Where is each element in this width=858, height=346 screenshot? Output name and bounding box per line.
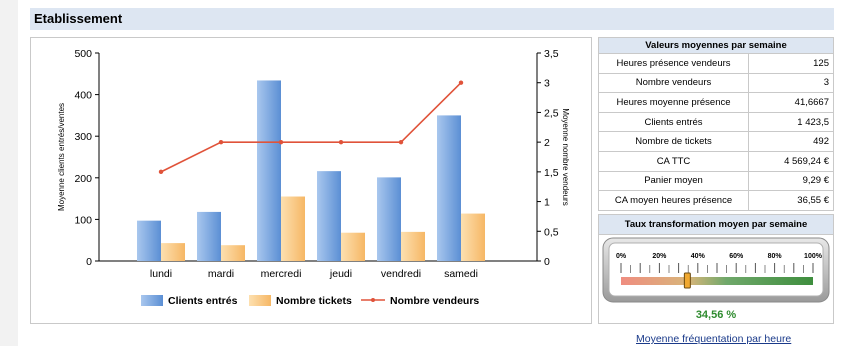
x-tick-label: mardi (208, 268, 234, 280)
y-tick-label: 400 (74, 90, 92, 102)
hourly-frequency-link[interactable]: Moyenne fréquentation par heure (636, 333, 792, 345)
section-title: Etablissement (30, 8, 834, 30)
gauge-face (608, 242, 824, 297)
line-point (398, 139, 404, 145)
bar-nombre-tickets (341, 232, 365, 261)
transformation-gauge: 0% 20% 40% 60% 80% 100% (602, 237, 830, 303)
bar-nombre-tickets (221, 245, 245, 261)
line-point (338, 139, 344, 145)
bar-nombre-tickets (401, 231, 425, 261)
stats-row: Clients entrés 1 423,5 (598, 111, 834, 133)
stats-row: CA TTC 4 569,24 € (598, 150, 834, 172)
gauge-value: 34,56 % (695, 309, 737, 321)
legend-swatch-clients-entres (141, 295, 163, 306)
line-point (218, 139, 224, 145)
x-tick-label: jeudi (329, 268, 352, 280)
y2-axis-title: Moyenne nombre vendeurs (561, 108, 570, 205)
legend-label-clients-entres: Clients entrés (168, 295, 238, 307)
stats-row-label: CA TTC (598, 150, 749, 172)
stats-row-label: Nombre de tickets (598, 131, 749, 152)
y2-tick-label: 0 (544, 256, 550, 268)
left-gutter (0, 0, 18, 346)
stats-row-value: 1 423,5 (748, 111, 834, 133)
stats-row-label: Panier moyen (598, 170, 749, 192)
stats-row-value: 492 (748, 131, 834, 152)
bar-nombre-tickets (161, 243, 185, 261)
stats-row-value: 125 (748, 53, 834, 74)
legend-swatch-nombre-tickets (249, 295, 271, 306)
stats-row-label: CA moyen heures présence (598, 190, 749, 211)
stats-row-value: 41,6667 (748, 92, 834, 113)
combo-chart: 0 100 200 300 400 500 0 0,5 1 1,5 2 2,5 3 3,5 Moyenne … (57, 48, 570, 307)
y-tick-label: 100 (74, 214, 92, 226)
x-tick-label: samedi (444, 268, 478, 280)
stats-row: Heures moyenne présence 41,6667 (598, 92, 834, 113)
x-tick-label: mercredi (261, 268, 302, 280)
y-tick-label: 0 (86, 256, 92, 268)
y2-tick-label: 3 (544, 78, 550, 90)
bar-nombre-tickets (281, 196, 305, 261)
gauge-scale-label: 20% (652, 253, 667, 260)
gauge-scale-label: 80% (768, 253, 783, 260)
y-axis-title: Moyenne clients entrés/ventes (57, 103, 66, 211)
legend-label-nombre-tickets: Nombre tickets (276, 295, 352, 307)
stats-row: Nombre de tickets 492 (598, 131, 834, 152)
bar-clients-entres (137, 220, 161, 261)
line-point (458, 80, 464, 85)
y2-tick-label: 2 (544, 137, 550, 149)
y2-tick-label: 3,5 (544, 48, 559, 60)
bar-clients-entres (377, 177, 401, 261)
y2-tick-label: 0,5 (544, 226, 559, 238)
legend-label-nombre-vendeurs: Nombre vendeurs (390, 295, 479, 307)
stats-row-label: Clients entrés (598, 111, 749, 133)
stats-row-value: 3 (748, 72, 834, 94)
legend-swatch-point (371, 298, 375, 302)
stats-table: Valeurs moyennes par semaine Heures prés… (598, 37, 834, 211)
stats-row: Heures présence vendeurs 125 (598, 53, 834, 74)
x-tick-label: lundi (150, 268, 172, 280)
stats-row-value: 36,55 € (748, 190, 834, 211)
bar-clients-entres (317, 171, 341, 261)
stats-row: Nombre vendeurs 3 (598, 72, 834, 94)
stats-row: CA moyen heures présence 36,55 € (598, 190, 834, 211)
bar-nombre-tickets (461, 213, 485, 261)
stats-row-label: Nombre vendeurs (598, 72, 749, 94)
bar-clients-entres (197, 211, 221, 261)
line-point (278, 139, 284, 145)
gauge-scale-label: 0% (616, 253, 627, 260)
gauge-pointer (683, 272, 691, 289)
stats-row-value: 9,29 € (748, 170, 834, 192)
gauge-scale-label: 40% (691, 253, 706, 260)
gauge-scale-label: 60% (729, 253, 744, 260)
gauge-bar (621, 277, 813, 285)
y-tick-label: 200 (74, 173, 92, 185)
bar-clients-entres (437, 115, 461, 262)
y2-tick-label: 1,5 (544, 167, 559, 179)
stats-row-label: Heures présence vendeurs (598, 53, 749, 74)
x-tick-label: vendredi (381, 268, 421, 280)
y2-tick-label: 2,5 (544, 107, 559, 119)
line-point (158, 169, 164, 175)
stats-table-title: Valeurs moyennes par semaine (598, 37, 834, 54)
stats-row-value: 4 569,24 € (748, 150, 834, 172)
bar-clients-entres (257, 80, 281, 262)
stats-row-label: Heures moyenne présence (598, 92, 749, 113)
gauge-panel: Taux transformation moyen par semaine 0%… (598, 214, 834, 324)
line-nombre-vendeurs (160, 82, 462, 173)
y-tick-label: 300 (74, 131, 92, 143)
y2-tick-label: 1 (544, 197, 550, 209)
gauge-scale-label: 100% (804, 253, 823, 260)
stats-row: Panier moyen 9,29 € (598, 170, 834, 192)
y-tick-label: 500 (74, 48, 92, 60)
chart-panel: 0 100 200 300 400 500 0 0,5 1 1,5 2 2,5 3 3,5 Moyenne … (30, 37, 592, 324)
gauge-title: Taux transformation moyen par semaine (599, 215, 833, 235)
